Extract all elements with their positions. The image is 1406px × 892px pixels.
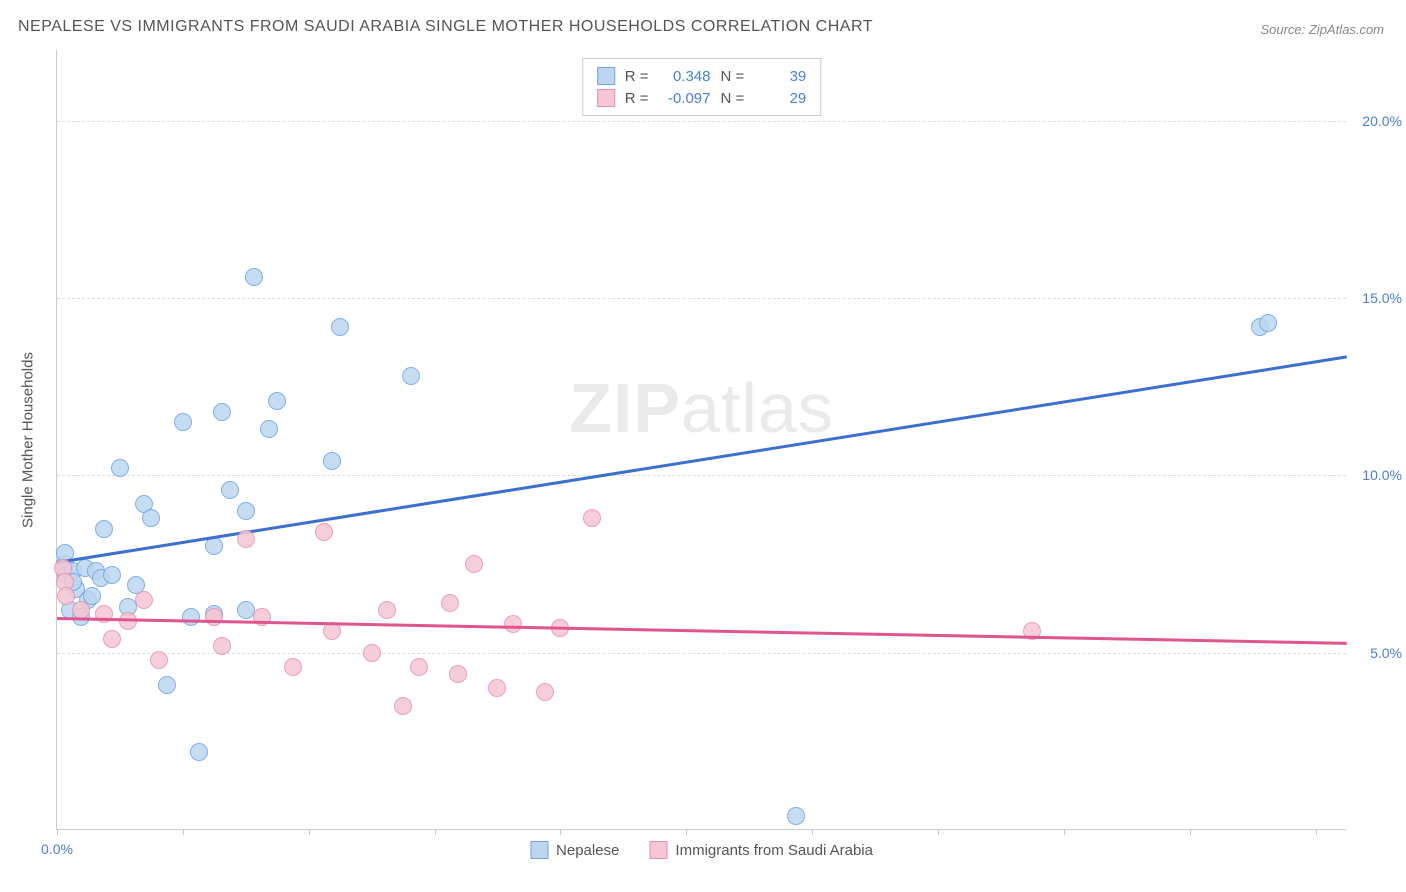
- data-point-saudi: [441, 594, 459, 612]
- data-point-saudi: [536, 683, 554, 701]
- data-point-saudi: [363, 644, 381, 662]
- data-point-nepalese: [103, 566, 121, 584]
- data-point-saudi: [205, 608, 223, 626]
- y-axis-label: Single Mother Households: [20, 352, 37, 528]
- data-point-saudi: [394, 697, 412, 715]
- data-point-nepalese: [95, 520, 113, 538]
- data-point-nepalese: [190, 743, 208, 761]
- r-label: R =: [625, 68, 649, 85]
- n-label: N =: [721, 90, 745, 107]
- data-point-nepalese: [787, 807, 805, 825]
- data-point-nepalese: [111, 459, 129, 477]
- data-point-saudi: [410, 658, 428, 676]
- data-point-saudi: [213, 637, 231, 655]
- y-tick-label: 20.0%: [1352, 113, 1402, 129]
- data-point-saudi: [583, 509, 601, 527]
- data-point-saudi: [57, 587, 75, 605]
- legend-row-nepalese: R = 0.348 N = 39: [597, 65, 807, 87]
- data-point-saudi: [465, 555, 483, 573]
- swatch-saudi: [597, 89, 615, 107]
- series-legend: Nepalese Immigrants from Saudi Arabia: [530, 841, 873, 859]
- x-tick: [1316, 829, 1317, 835]
- chart-title: NEPALESE VS IMMIGRANTS FROM SAUDI ARABIA…: [18, 18, 873, 36]
- data-point-nepalese: [182, 608, 200, 626]
- data-point-saudi: [315, 523, 333, 541]
- x-tick: [183, 829, 184, 835]
- r-value-nepalese: 0.348: [659, 68, 711, 85]
- data-point-nepalese: [331, 318, 349, 336]
- watermark-bold: ZIP: [569, 369, 681, 447]
- legend-item-nepalese: Nepalese: [530, 841, 619, 859]
- y-tick-label: 15.0%: [1352, 290, 1402, 306]
- scatter-plot-area: ZIPatlas R = 0.348 N = 39 R = -0.097 N =…: [56, 50, 1346, 830]
- swatch-nepalese: [597, 67, 615, 85]
- data-point-nepalese: [174, 413, 192, 431]
- gridline: [57, 121, 1346, 122]
- x-tick: [812, 829, 813, 835]
- x-tick: [1064, 829, 1065, 835]
- trend-line-saudi: [57, 617, 1347, 644]
- legend-label-saudi: Immigrants from Saudi Arabia: [675, 842, 873, 859]
- gridline: [57, 653, 1346, 654]
- legend-label-nepalese: Nepalese: [556, 842, 619, 859]
- data-point-saudi: [284, 658, 302, 676]
- data-point-saudi: [323, 622, 341, 640]
- x-tick: [1190, 829, 1191, 835]
- data-point-saudi: [504, 615, 522, 633]
- legend-item-saudi: Immigrants from Saudi Arabia: [649, 841, 873, 859]
- data-point-nepalese: [142, 509, 160, 527]
- x-tick: [686, 829, 687, 835]
- data-point-saudi: [135, 591, 153, 609]
- swatch-saudi: [649, 841, 667, 859]
- y-tick-label: 5.0%: [1352, 645, 1402, 661]
- watermark-light: atlas: [681, 369, 834, 447]
- data-point-nepalese: [237, 502, 255, 520]
- n-value-nepalese: 39: [754, 68, 806, 85]
- x-tick: [309, 829, 310, 835]
- data-point-nepalese: [402, 367, 420, 385]
- data-point-nepalese: [323, 452, 341, 470]
- data-point-saudi: [449, 665, 467, 683]
- r-label: R =: [625, 90, 649, 107]
- gridline: [57, 475, 1346, 476]
- source-attribution: Source: ZipAtlas.com: [1260, 22, 1384, 37]
- data-point-nepalese: [213, 403, 231, 421]
- data-point-nepalese: [245, 268, 263, 286]
- data-point-nepalese: [1259, 314, 1277, 332]
- y-tick-label: 10.0%: [1352, 467, 1402, 483]
- watermark: ZIPatlas: [569, 368, 834, 448]
- data-point-nepalese: [221, 481, 239, 499]
- data-point-nepalese: [268, 392, 286, 410]
- data-point-nepalese: [260, 420, 278, 438]
- x-tick: [435, 829, 436, 835]
- legend-row-saudi: R = -0.097 N = 29: [597, 87, 807, 109]
- gridline: [57, 298, 1346, 299]
- x-tick: [938, 829, 939, 835]
- data-point-saudi: [103, 630, 121, 648]
- data-point-nepalese: [205, 537, 223, 555]
- data-point-nepalese: [158, 676, 176, 694]
- x-tick: [560, 829, 561, 835]
- data-point-saudi: [150, 651, 168, 669]
- r-value-saudi: -0.097: [659, 90, 711, 107]
- x-tick-label: 0.0%: [41, 841, 73, 857]
- x-tick: [57, 829, 58, 835]
- swatch-nepalese: [530, 841, 548, 859]
- n-value-saudi: 29: [754, 90, 806, 107]
- data-point-saudi: [378, 601, 396, 619]
- correlation-legend: R = 0.348 N = 39 R = -0.097 N = 29: [582, 58, 822, 116]
- n-label: N =: [721, 68, 745, 85]
- data-point-saudi: [237, 530, 255, 548]
- data-point-saudi: [488, 679, 506, 697]
